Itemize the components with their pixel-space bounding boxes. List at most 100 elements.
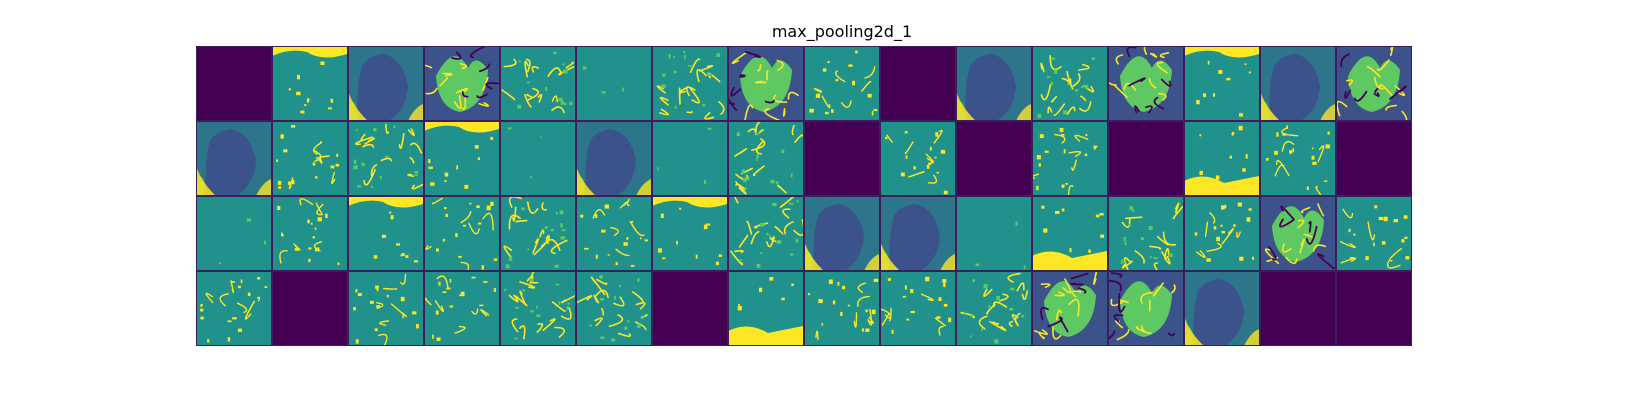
feature-map-tile xyxy=(880,46,955,120)
tile-border xyxy=(728,196,804,271)
tile-border xyxy=(880,46,956,121)
feature-map-tile xyxy=(728,46,803,120)
tile-border xyxy=(956,121,1032,196)
tile-border xyxy=(348,271,424,346)
tile-border xyxy=(956,46,1032,121)
feature-map-tile xyxy=(1108,271,1183,345)
tile-border xyxy=(804,271,880,346)
tile-border xyxy=(652,121,728,196)
tile-border xyxy=(1260,46,1336,121)
tile-border xyxy=(1260,196,1336,271)
tile-border xyxy=(1336,121,1412,196)
tile-border xyxy=(1184,271,1260,346)
feature-map-tile xyxy=(1108,196,1183,270)
feature-map-tile xyxy=(1260,121,1335,195)
tile-border xyxy=(728,46,804,121)
feature-map-tile xyxy=(652,271,727,345)
feature-map-tile xyxy=(576,46,651,120)
tile-border xyxy=(500,271,576,346)
tile-border xyxy=(1032,46,1108,121)
tile-border xyxy=(1108,46,1184,121)
feature-map-tile xyxy=(1032,271,1107,345)
tile-border xyxy=(500,46,576,121)
tile-border xyxy=(1336,271,1412,346)
feature-map-tile xyxy=(1260,271,1335,345)
feature-map-tile xyxy=(500,46,575,120)
tile-border xyxy=(880,121,956,196)
tile-border xyxy=(576,196,652,271)
feature-map-tile xyxy=(652,46,727,120)
feature-map-tile xyxy=(956,46,1031,120)
feature-map-tile xyxy=(880,121,955,195)
tile-border xyxy=(728,121,804,196)
tile-border xyxy=(196,271,272,346)
tile-border xyxy=(348,121,424,196)
tile-border xyxy=(424,196,500,271)
feature-map-tile xyxy=(1032,121,1107,195)
tile-border xyxy=(1108,196,1184,271)
tile-border xyxy=(880,196,956,271)
feature-map-tile xyxy=(728,196,803,270)
tile-border xyxy=(652,196,728,271)
feature-map-tile xyxy=(272,196,347,270)
feature-map-tile xyxy=(348,121,423,195)
feature-map-tile xyxy=(652,196,727,270)
feature-map-tile xyxy=(956,271,1031,345)
feature-map-tile xyxy=(728,121,803,195)
tile-border xyxy=(804,46,880,121)
feature-map-tile xyxy=(1336,196,1411,270)
feature-map-tile xyxy=(880,196,955,270)
feature-map-tile xyxy=(804,271,879,345)
feature-map-tile xyxy=(272,46,347,120)
tile-border xyxy=(196,196,272,271)
tile-border xyxy=(348,46,424,121)
feature-map-tile xyxy=(1336,46,1411,120)
feature-map-tile xyxy=(1108,46,1183,120)
tile-border xyxy=(424,271,500,346)
tile-border xyxy=(424,121,500,196)
tile-border xyxy=(272,121,348,196)
feature-map-tile xyxy=(1260,196,1335,270)
tile-border xyxy=(196,46,272,121)
feature-map-tile xyxy=(196,196,271,270)
feature-map-tile xyxy=(348,46,423,120)
tile-border xyxy=(272,271,348,346)
tile-border xyxy=(956,196,1032,271)
feature-map-tile xyxy=(1184,196,1259,270)
tile-border xyxy=(1336,46,1412,121)
feature-map-tile xyxy=(576,121,651,195)
tile-border xyxy=(1108,121,1184,196)
tile-border xyxy=(652,46,728,121)
feature-map-tile xyxy=(1032,196,1107,270)
feature-map-tile xyxy=(576,271,651,345)
tile-border xyxy=(500,121,576,196)
tile-border xyxy=(196,121,272,196)
tile-border xyxy=(1184,121,1260,196)
feature-map-tile xyxy=(1184,46,1259,120)
tile-border xyxy=(1184,46,1260,121)
tile-border xyxy=(348,196,424,271)
feature-map-tile xyxy=(500,196,575,270)
feature-map-tile xyxy=(1184,121,1259,195)
feature-map-tile xyxy=(272,271,347,345)
feature-map-tile xyxy=(1184,271,1259,345)
feature-map-tile xyxy=(424,271,499,345)
feature-map-tile xyxy=(424,196,499,270)
feature-map-tile xyxy=(424,121,499,195)
feature-map-tile xyxy=(196,271,271,345)
feature-map-tile xyxy=(1260,46,1335,120)
feature-map-tile xyxy=(576,196,651,270)
tile-border xyxy=(424,46,500,121)
feature-map-tile xyxy=(880,271,955,345)
tile-border xyxy=(1032,271,1108,346)
feature-map-tile xyxy=(1032,46,1107,120)
tile-border xyxy=(576,121,652,196)
tile-border xyxy=(804,196,880,271)
feature-map-tile xyxy=(1336,121,1411,195)
feature-map-tile xyxy=(1336,271,1411,345)
feature-map-tile xyxy=(804,46,879,120)
tile-border xyxy=(652,271,728,346)
feature-map-tile xyxy=(728,271,803,345)
tile-border xyxy=(1336,196,1412,271)
